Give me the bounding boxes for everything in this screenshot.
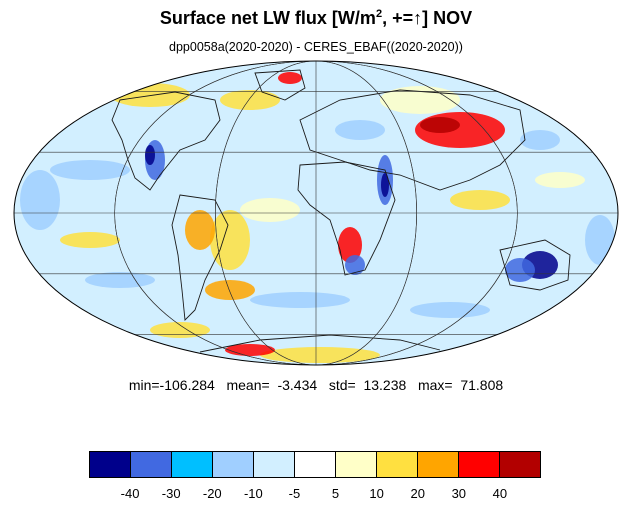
colorbar-swatch — [500, 452, 540, 477]
anomaly-patch — [250, 292, 350, 308]
coastline-australia — [499, 239, 571, 291]
anomaly-patch — [380, 86, 460, 114]
statistics-line: min=-106.284 mean= -3.434 std= 13.238 ma… — [128, 377, 504, 393]
title-tail: , +=↑] NOV — [382, 8, 473, 28]
map-field — [14, 61, 618, 365]
anomaly-patch — [338, 227, 362, 263]
anomaly-patch — [240, 198, 300, 222]
title-superscript: 2 — [375, 8, 383, 20]
colorbar-swatch — [90, 452, 131, 477]
colorbar-tick-label: 40 — [492, 486, 508, 501]
anomaly-patch — [260, 347, 380, 363]
anomaly-patch — [210, 210, 250, 270]
colorbar-swatch — [336, 452, 377, 477]
graticule-meridian — [114, 61, 518, 365]
colorbar-tick-label: 10 — [369, 486, 384, 501]
colorbar-swatch — [172, 452, 213, 477]
anomaly-patch — [535, 172, 585, 188]
anomaly-patch — [185, 210, 215, 250]
anomaly-patch — [220, 90, 280, 110]
anomaly-patch — [20, 170, 60, 230]
anomaly-patch — [205, 280, 255, 300]
coastline-south-america — [171, 194, 229, 321]
anomaly-patch — [145, 145, 155, 165]
graticule — [14, 61, 618, 365]
anomaly-patch — [381, 173, 389, 197]
coastline-greenland — [254, 69, 306, 101]
anomaly-patch — [450, 190, 510, 210]
anomaly-patch — [50, 160, 130, 180]
anomaly-patch — [345, 255, 365, 275]
anomaly-patch — [60, 232, 120, 248]
plot-title: Surface net LW flux [W/m2, +=↑] NOV — [0, 8, 632, 29]
anomaly-patch — [150, 322, 210, 338]
colorbar-tick-label: 20 — [410, 486, 425, 501]
colorbar-swatch — [213, 452, 254, 477]
colorbar-tick-label: -20 — [202, 486, 222, 501]
anomaly-patch — [585, 215, 615, 265]
colorbar-swatch — [418, 452, 459, 477]
colorbar-tick-label: -5 — [288, 486, 301, 501]
coastline-north-america — [111, 91, 221, 191]
anomaly-patch — [520, 130, 560, 150]
graticule-meridian — [215, 61, 417, 365]
colorbar — [89, 451, 541, 478]
map-outline — [13, 60, 619, 366]
anomaly-patch — [335, 120, 385, 140]
anomaly-patch — [110, 83, 190, 107]
colorbar-swatch — [459, 452, 500, 477]
colorbar-swatch — [254, 452, 295, 477]
coastline-antarctica — [199, 334, 441, 353]
anomaly-patch — [410, 302, 490, 318]
title-main: Surface net LW flux [W/m — [159, 8, 376, 28]
anomaly-patch — [85, 272, 155, 288]
colorbar-swatch — [131, 452, 172, 477]
anomaly-patch — [420, 117, 460, 133]
colorbar-tick-label: 5 — [331, 486, 340, 501]
colorbar-swatch — [377, 452, 418, 477]
coastlines — [111, 69, 571, 353]
anomaly-patch — [505, 258, 535, 282]
colorbar-tick-label: -40 — [120, 486, 140, 501]
coastline-africa — [297, 161, 396, 276]
colorbar-tick-label: 30 — [451, 486, 467, 501]
plot-subtitle: dpp0058a(2020-2020) - CERES_EBAF((2020-2… — [169, 40, 463, 54]
colorbar-tick-label: -30 — [161, 486, 181, 501]
colorbar-tick-label: -10 — [243, 486, 263, 501]
anomaly-patch — [278, 72, 302, 84]
colorbar-swatch — [295, 452, 336, 477]
